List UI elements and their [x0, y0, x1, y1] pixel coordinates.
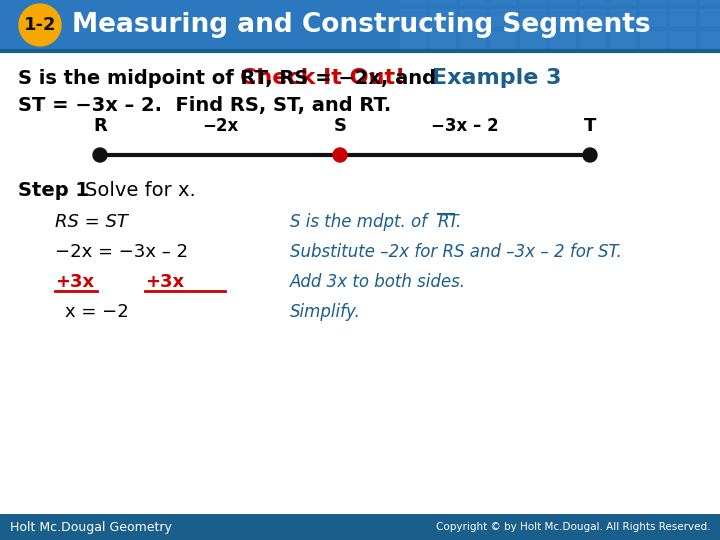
FancyBboxPatch shape [520, 9, 546, 27]
FancyBboxPatch shape [550, 0, 576, 5]
FancyBboxPatch shape [490, 0, 516, 5]
Text: R: R [93, 117, 107, 135]
FancyBboxPatch shape [550, 31, 576, 49]
Text: RS = ST: RS = ST [55, 213, 128, 231]
FancyBboxPatch shape [520, 31, 546, 49]
Text: Step 1: Step 1 [18, 180, 89, 199]
FancyBboxPatch shape [490, 31, 516, 49]
Text: Example 3: Example 3 [432, 68, 562, 88]
FancyBboxPatch shape [0, 514, 720, 540]
Text: +3x: +3x [55, 273, 94, 291]
Text: +3x: +3x [145, 273, 184, 291]
Text: Holt Mc.Dougal Geometry: Holt Mc.Dougal Geometry [10, 521, 172, 534]
FancyBboxPatch shape [460, 0, 486, 5]
Circle shape [19, 4, 61, 46]
FancyBboxPatch shape [640, 9, 666, 27]
Text: 1-2: 1-2 [24, 16, 56, 34]
FancyBboxPatch shape [580, 0, 606, 5]
FancyBboxPatch shape [640, 0, 666, 5]
FancyBboxPatch shape [460, 9, 486, 27]
Text: T: T [584, 117, 596, 135]
Text: Copyright © by Holt Mc.Dougal. All Rights Reserved.: Copyright © by Holt Mc.Dougal. All Right… [436, 522, 710, 532]
FancyBboxPatch shape [520, 0, 546, 5]
FancyBboxPatch shape [670, 31, 696, 49]
Text: Solve for x.: Solve for x. [85, 180, 196, 199]
FancyBboxPatch shape [430, 31, 456, 49]
Text: Simplify.: Simplify. [290, 303, 361, 321]
Circle shape [583, 148, 597, 162]
FancyBboxPatch shape [0, 0, 720, 50]
FancyBboxPatch shape [580, 9, 606, 27]
FancyBboxPatch shape [400, 31, 426, 49]
FancyBboxPatch shape [490, 9, 516, 27]
Text: Substitute –2x for RS and –3x – 2 for ST.: Substitute –2x for RS and –3x – 2 for ST… [290, 243, 622, 261]
FancyBboxPatch shape [700, 0, 720, 5]
Text: Measuring and Constructing Segments: Measuring and Constructing Segments [72, 12, 651, 38]
FancyBboxPatch shape [670, 9, 696, 27]
Text: −3x – 2: −3x – 2 [431, 117, 499, 135]
FancyBboxPatch shape [640, 31, 666, 49]
Text: x = −2: x = −2 [65, 303, 129, 321]
FancyBboxPatch shape [550, 9, 576, 27]
FancyBboxPatch shape [700, 31, 720, 49]
Text: −2x = −3x – 2: −2x = −3x – 2 [55, 243, 188, 261]
FancyBboxPatch shape [460, 31, 486, 49]
Text: Add 3x to both sides.: Add 3x to both sides. [290, 273, 466, 291]
FancyBboxPatch shape [400, 9, 426, 27]
FancyBboxPatch shape [430, 0, 456, 5]
Text: .: . [455, 213, 460, 231]
FancyBboxPatch shape [580, 31, 606, 49]
Circle shape [93, 148, 107, 162]
Text: S: S [333, 117, 346, 135]
Text: ST = −3x – 2.  Find RS, ST, and RT.: ST = −3x – 2. Find RS, ST, and RT. [18, 96, 391, 114]
FancyBboxPatch shape [670, 0, 696, 5]
FancyBboxPatch shape [610, 0, 636, 5]
Text: −2x: −2x [202, 117, 238, 135]
FancyBboxPatch shape [400, 0, 426, 5]
Text: S is the mdpt. of: S is the mdpt. of [290, 213, 432, 231]
FancyBboxPatch shape [700, 9, 720, 27]
Circle shape [333, 148, 347, 162]
Text: RT: RT [438, 213, 459, 231]
Text: S is the midpoint of RT, RS = −2x, and: S is the midpoint of RT, RS = −2x, and [18, 69, 436, 87]
FancyBboxPatch shape [610, 9, 636, 27]
FancyBboxPatch shape [610, 31, 636, 49]
FancyBboxPatch shape [430, 9, 456, 27]
Text: Check It Out!: Check It Out! [240, 68, 405, 88]
